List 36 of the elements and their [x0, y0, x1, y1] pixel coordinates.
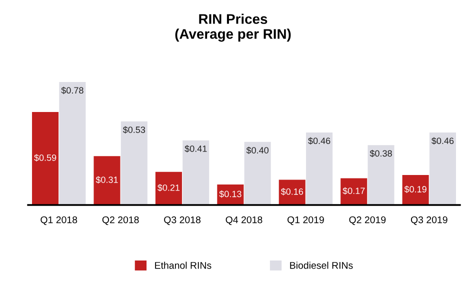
data-label: $0.16 [280, 188, 304, 196]
data-label: $0.31 [96, 176, 118, 184]
bar [120, 121, 148, 205]
x-tick-label: Q3 2019 [410, 216, 448, 225]
bar [94, 156, 120, 205]
data-label: $0.40 [246, 146, 269, 154]
data-label: $0.17 [342, 187, 365, 195]
bar [402, 175, 429, 205]
x-tick-label: Q4 2018 [226, 216, 262, 225]
data-label: $0.53 [122, 126, 146, 134]
data-label: $0.78 [61, 86, 84, 94]
bar [59, 82, 86, 205]
data-label: $0.59 [34, 154, 56, 162]
bar [244, 142, 271, 205]
bar [306, 132, 333, 205]
bar [429, 132, 456, 205]
x-tick-label: Q1 2019 [288, 216, 324, 225]
data-label: $0.21 [158, 184, 180, 192]
bar [155, 172, 182, 205]
legend-label: Ethanol RINs [155, 262, 212, 269]
data-label: $0.41 [184, 145, 207, 152]
bar [368, 145, 394, 205]
bar [340, 178, 368, 205]
data-label: $0.19 [404, 186, 426, 193]
chart-title: RIN Prices (Average per RIN) [175, 14, 291, 42]
data-label: $0.46 [308, 137, 330, 145]
x-tick-label: Q1 2018 [40, 216, 78, 225]
data-label: $0.38 [370, 150, 392, 158]
data-label: $0.46 [432, 137, 454, 145]
data-label: $0.13 [219, 190, 242, 198]
legend-label: Biodiesel RINs [290, 262, 353, 269]
x-tick-label: Q3 2018 [164, 216, 201, 225]
bar [182, 140, 210, 205]
x-tick-label: Q2 2019 [349, 216, 386, 225]
bar [32, 112, 59, 205]
x-tick-label: Q2 2018 [102, 216, 139, 225]
